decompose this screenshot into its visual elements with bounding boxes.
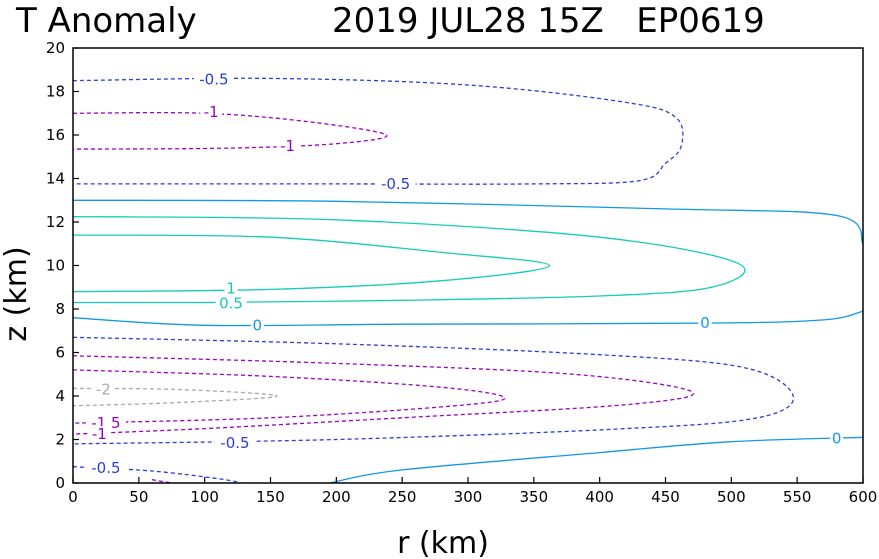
contour-label: -0.5	[381, 175, 410, 193]
x-tick-label: 50	[129, 488, 148, 506]
contour-label-background	[224, 280, 238, 297]
contour-label-background	[88, 426, 111, 443]
x-tick-label: 500	[717, 488, 746, 506]
contour-label: 0	[832, 429, 842, 447]
x-tick-label: 250	[388, 488, 417, 506]
contour-label: -1	[92, 425, 107, 443]
x-tick-label: 300	[454, 488, 483, 506]
y-tick-label: 2	[55, 431, 65, 449]
contour-label-background	[193, 71, 234, 88]
y-tick-label: 6	[55, 344, 65, 362]
y-tick-label: 18	[46, 83, 65, 101]
contour-label-background	[92, 381, 115, 398]
y-tick-label: 16	[46, 126, 65, 144]
contour-label-background	[276, 137, 299, 154]
contour-line	[329, 436, 864, 484]
contour-line	[72, 355, 695, 435]
x-tick-label: 550	[783, 488, 812, 506]
contour-label: -0.5	[91, 459, 120, 477]
contour-label: 0	[700, 314, 710, 332]
contour-label: -0.5	[220, 434, 249, 452]
contour-line	[72, 199, 864, 245]
plot-frame	[72, 47, 864, 484]
contour-label: -2	[96, 380, 111, 398]
contour-line	[72, 387, 278, 407]
contour-line	[72, 215, 746, 304]
contour-label-background	[375, 175, 416, 192]
x-axis: 0 50 100 150 200 250 300 350 400 450 500 550 600	[68, 477, 877, 506]
chart-timestamp: 2019 JUL28 15Z EP0619	[332, 1, 765, 41]
contour-lines	[72, 77, 864, 484]
contour-line	[72, 234, 551, 293]
contour-label-background	[215, 295, 247, 312]
y-axis-label: z (km)	[0, 246, 34, 341]
contour-labels: -0.5-1-1-0.510.50 0-2-1.5-1 -0.5 0-0.5	[85, 71, 844, 477]
x-tick-label: 450	[651, 488, 680, 506]
x-tick-label: 600	[849, 488, 878, 506]
contour-label-background	[85, 459, 126, 476]
x-axis-label: r (km)	[397, 526, 489, 559]
y-tick-label: 20	[46, 39, 65, 57]
contour-label-background	[830, 430, 844, 447]
x-tick-label: 150	[256, 488, 285, 506]
y-axis: 0 2 4 6 8 10 12 14 16 18 20	[46, 39, 79, 492]
contour-line	[151, 479, 172, 484]
contour-line	[72, 111, 388, 150]
y-tick-label: 8	[55, 300, 65, 318]
y-tick-label: 14	[46, 170, 65, 188]
y-tick-label: 4	[55, 387, 65, 405]
x-tick-label: 100	[190, 488, 219, 506]
contour-label-background	[214, 434, 255, 451]
x-tick-label: 200	[322, 488, 351, 506]
contour-line	[72, 77, 684, 185]
contour-label: 1	[226, 279, 236, 297]
x-tick-label: 400	[585, 488, 614, 506]
x-tick-label: 0	[68, 488, 78, 506]
y-tick-label: 0	[55, 474, 65, 492]
contour-label: -1	[280, 137, 295, 155]
y-tick-label: 10	[46, 257, 65, 275]
contour-label-background	[250, 317, 264, 334]
y-tick-label: 12	[46, 213, 65, 231]
contour-label-background	[200, 104, 223, 121]
contour-label: -1	[204, 103, 219, 121]
x-tick-label: 350	[520, 488, 549, 506]
chart-title: T Anomaly	[15, 1, 197, 41]
contour-label: 0	[253, 316, 263, 334]
contour-line	[72, 369, 506, 424]
contour-line	[72, 310, 864, 327]
contour-label: 0.5	[219, 295, 243, 313]
contour-label: -0.5	[199, 71, 228, 89]
contour-line	[72, 336, 795, 445]
contour-label-background	[698, 315, 712, 332]
